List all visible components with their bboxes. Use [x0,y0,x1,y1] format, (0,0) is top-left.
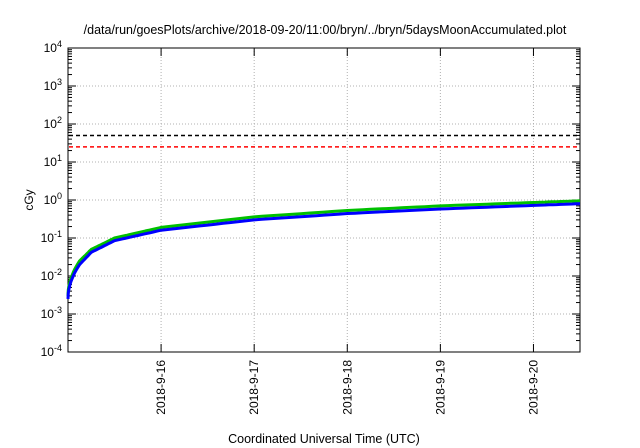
y-tick-exponent: -3 [54,305,62,315]
reference-lines [69,134,579,148]
y-tick-label: 100 [44,191,62,207]
y-tick-label: 10-3 [41,305,62,321]
y-tick-exponent: -4 [54,343,62,353]
x-tick-label: 2018-9-16 [154,360,168,415]
y-tick-exponent: -1 [54,229,62,239]
x-tick-label: 2018-9-18 [340,360,354,415]
series-line [66,199,581,296]
y-tick-base: 10 [44,41,58,55]
x-tick-label: 2018-9-17 [247,360,261,415]
x-tick-label: 2018-9-20 [526,360,540,415]
y-tick-label: 10-2 [41,267,62,283]
series-lines [66,199,581,299]
y-tick-label: 10-4 [41,343,62,359]
y-tick-label: 102 [44,115,62,131]
y-tick-exponent: 4 [57,39,62,49]
y-tick-base: 10 [44,155,58,169]
y-tick-exponent: 1 [57,153,62,163]
y-tick-exponent: 0 [57,191,62,201]
x-tick-labels: 2018-9-16 2018-9-17 2018-9-18 2018-9-19 2018… [154,360,540,415]
x-axis-label: Coordinated Universal Time (UTC) [228,432,420,446]
y-tick-base: 10 [41,307,55,321]
y-tick-label: 104 [44,39,62,55]
y-tick-base: 10 [44,79,58,93]
x-tick-label: 2018-9-19 [433,360,447,415]
y-tick-label: 103 [44,77,62,93]
series-line [66,202,581,299]
y-tick-base: 10 [44,193,58,207]
y-tick-base: 10 [41,231,55,245]
y-tick-base: 10 [41,345,55,359]
y-axis-label: cGy [22,189,36,210]
axis-ticks [68,47,580,353]
y-tick-exponent: 3 [57,77,62,87]
chart-title: /data/run/goesPlots/archive/2018-09-20/1… [84,23,567,37]
grid [68,48,580,352]
y-tick-base: 10 [41,269,55,283]
y-tick-exponent: 2 [57,115,62,125]
y-tick-base: 10 [44,117,58,131]
y-tick-label: 10-1 [41,229,62,245]
y-tick-label: 101 [44,153,62,169]
y-tick-exponent: -2 [54,267,62,277]
